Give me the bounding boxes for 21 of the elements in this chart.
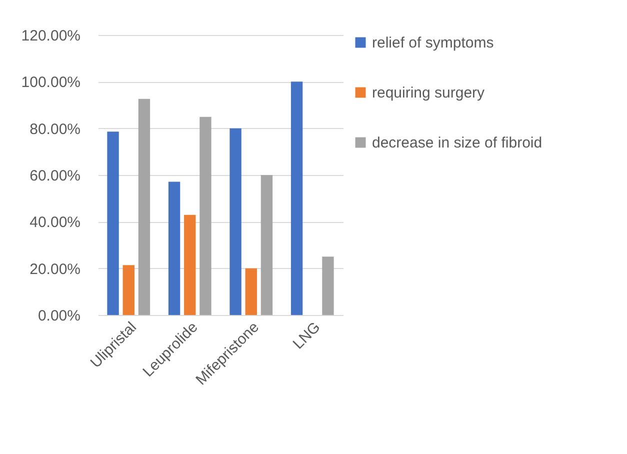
bar — [290, 82, 303, 315]
bar — [184, 214, 196, 315]
bar — [138, 98, 150, 315]
bar — [230, 128, 242, 315]
y-tick-label: 60.00% — [30, 168, 80, 184]
bar — [260, 175, 273, 315]
bar — [122, 265, 134, 315]
y-tick-label: 40.00% — [30, 214, 80, 232]
y-tick-label: 100.00% — [21, 74, 80, 92]
bar — [107, 132, 119, 315]
legend-label: decrease in size of fibroid — [372, 134, 542, 152]
legend-label: relief of symptoms — [372, 34, 494, 52]
bar — [168, 182, 180, 315]
y-tick-label: 0.00% — [38, 308, 80, 324]
bar — [322, 256, 334, 315]
legend-label: requiring surgery — [372, 84, 486, 102]
bar — [245, 268, 257, 315]
y-tick-label: 120.00% — [21, 28, 80, 44]
y-tick-label: 80.00% — [30, 120, 80, 138]
y-tick-label: 20.00% — [30, 260, 80, 278]
bar — [200, 116, 212, 315]
